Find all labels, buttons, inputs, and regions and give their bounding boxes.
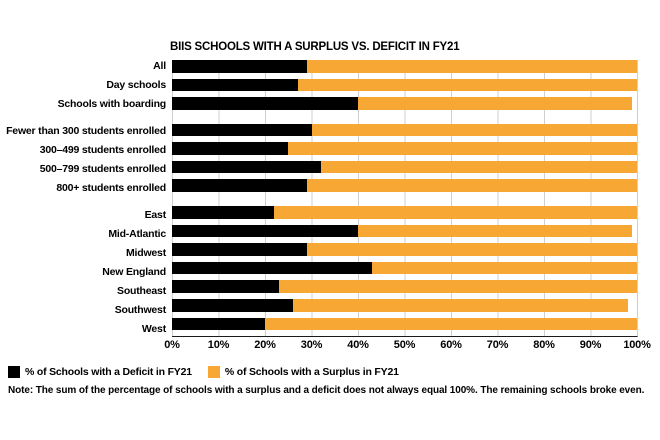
legend: % of Schools with a Deficit in FY21 % of … [8, 366, 399, 378]
category-label: East [144, 209, 167, 221]
surplus-bar-segment [278, 280, 637, 293]
plot-area [172, 60, 638, 337]
deficit-bar-segment [172, 179, 307, 193]
surplus-bar-segment [292, 298, 628, 312]
chart-title: BIIS SCHOOLS WITH A SURPLUS VS. DEFICIT … [170, 41, 460, 53]
x-tick-label: 30% [300, 339, 323, 351]
surplus-bar-segment [358, 224, 633, 238]
category-label: Schools with boarding [57, 98, 167, 110]
legend-label: % of Schools with a Deficit in FY21 [25, 366, 192, 378]
deficit-bar-segment [172, 97, 358, 110]
x-tick-label: 50% [393, 339, 416, 351]
bar-row [172, 298, 637, 312]
category-label: Day schools [106, 79, 166, 91]
category-label: West [141, 323, 166, 335]
surplus-bar-segment [288, 142, 637, 155]
surplus-bar-segment [358, 97, 633, 110]
bar-row [172, 60, 637, 73]
legend-item: % of Schools with a Deficit in FY21 [8, 366, 192, 378]
legend-label: % of Schools with a Surplus in FY21 [224, 366, 399, 378]
bar-row [172, 142, 637, 155]
category-label: Fewer than 300 students enrolled [6, 125, 166, 137]
surplus-bar-segment [274, 206, 637, 219]
deficit-bar-segment [172, 243, 307, 256]
bar-row [172, 160, 637, 174]
x-tick-label: 40% [347, 339, 369, 351]
bar-row [172, 261, 637, 275]
deficit-bar-segment [172, 160, 321, 174]
bar-row [172, 123, 637, 137]
surplus-bar-segment [297, 78, 637, 92]
x-tick-label: 60% [440, 339, 462, 351]
surplus-bar-segment [306, 179, 637, 193]
deficit-bar-segment [172, 206, 275, 219]
x-tick-label: 80% [533, 339, 555, 351]
bar-row [172, 280, 637, 293]
category-label: 300–499 students enrolled [39, 144, 167, 156]
surplus-bar-segment [265, 317, 637, 331]
x-tick-label: 70% [486, 339, 509, 351]
x-tick-label: 90% [579, 339, 602, 351]
bar-row [172, 78, 637, 92]
surplus-bar-segment [311, 123, 637, 137]
category-label: Midwest [125, 247, 166, 259]
category-labels: All Day schools Schools with boarding Fewer… [0, 60, 166, 342]
surplus-legend-swatch [207, 366, 220, 378]
deficit-bar-segment [172, 142, 289, 155]
bar-row [172, 179, 637, 193]
category-label: New England [102, 266, 166, 278]
deficit-bar-segment [172, 123, 312, 137]
bar-row [172, 243, 637, 256]
surplus-bar-segment [306, 60, 637, 73]
deficit-bar-segment [172, 224, 358, 238]
bar-row [172, 206, 637, 219]
surplus-bar-segment [320, 160, 637, 174]
deficit-bar-segment [172, 298, 293, 312]
bar-row [172, 317, 637, 331]
x-tick-label: 20% [254, 339, 276, 351]
surplus-bar-segment [306, 243, 637, 256]
x-axis-ticks: 0% 10% 20% 30% 40% 50% 60% 70% 80% 90% 100% [164, 339, 651, 353]
category-label: Southeast [117, 285, 166, 297]
category-label: 500–799 students enrolled [39, 163, 167, 175]
deficit-bar-segment [172, 78, 298, 92]
x-tick-label: 10% [207, 339, 230, 351]
x-tick-label: 100% [623, 339, 651, 351]
bar-row [172, 97, 637, 110]
category-label: Mid-Atlantic [108, 228, 166, 240]
deficit-bar-segment [172, 280, 279, 293]
deficit-bar-segment [172, 317, 265, 331]
bar-row [172, 224, 637, 238]
surplus-bar-segment [371, 261, 637, 275]
category-label: 800+ students enrolled [56, 182, 166, 194]
deficit-bar-segment [172, 261, 372, 275]
deficit-bar-segment [172, 60, 307, 73]
note-text: Note: The sum of the percentage of schoo… [8, 385, 645, 396]
x-tick-label: 0% [164, 339, 180, 351]
category-label: All [153, 60, 166, 72]
deficit-legend-swatch [8, 366, 20, 378]
legend-item: % of Schools with a Surplus in FY21 [207, 366, 399, 378]
category-label: Southwest [114, 304, 166, 316]
